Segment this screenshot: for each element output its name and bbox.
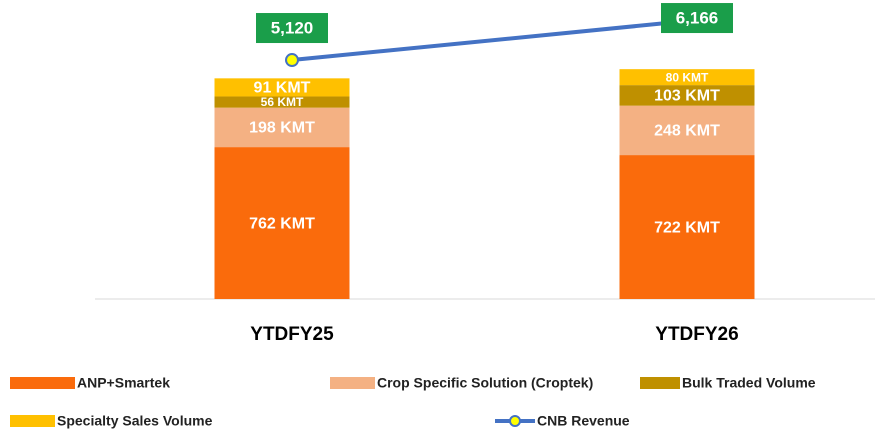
legend-label: Specialty Sales Volume — [57, 413, 213, 429]
legend-swatch — [330, 377, 375, 389]
data-label: 722 KMT — [654, 219, 720, 236]
data-label: 103 KMT — [654, 88, 720, 105]
bar-segment — [214, 78, 350, 97]
label-box — [256, 13, 328, 44]
line-marker — [285, 53, 299, 68]
legend-label: Bulk Traded Volume — [682, 375, 816, 391]
data-label: 80 KMT — [666, 70, 709, 84]
bar-segment — [619, 155, 755, 299]
data-label: 6,166 — [676, 9, 719, 28]
bar-segment — [619, 69, 755, 86]
x-tick-label: YTDFY25 — [250, 324, 334, 345]
data-label: 198 KMT — [249, 120, 315, 137]
bar-segment — [619, 105, 755, 156]
data-label: 91 KMT — [254, 80, 311, 97]
data-label: 5,120 — [271, 19, 314, 38]
bar-segment — [619, 85, 755, 106]
label-box — [661, 3, 733, 34]
data-label: 762 KMT — [249, 215, 315, 232]
bar-segment — [214, 96, 350, 108]
line — [291, 18, 698, 63]
data-label: 56 KMT — [261, 95, 304, 109]
legend-swatch — [640, 377, 680, 389]
data-label: 248 KMT — [654, 123, 720, 140]
x-tick-label: YTDFY26 — [655, 324, 738, 345]
legend-marker — [509, 415, 521, 427]
legend-label: Crop Specific Solution (Croptek) — [377, 375, 593, 391]
legend-swatch — [10, 377, 75, 389]
bar-segment — [214, 107, 350, 148]
legend-label: ANP+Smartek — [77, 375, 170, 391]
legend-swatch — [10, 415, 55, 427]
bar-segment — [214, 147, 350, 299]
legend-label: CNB Revenue — [537, 413, 630, 429]
